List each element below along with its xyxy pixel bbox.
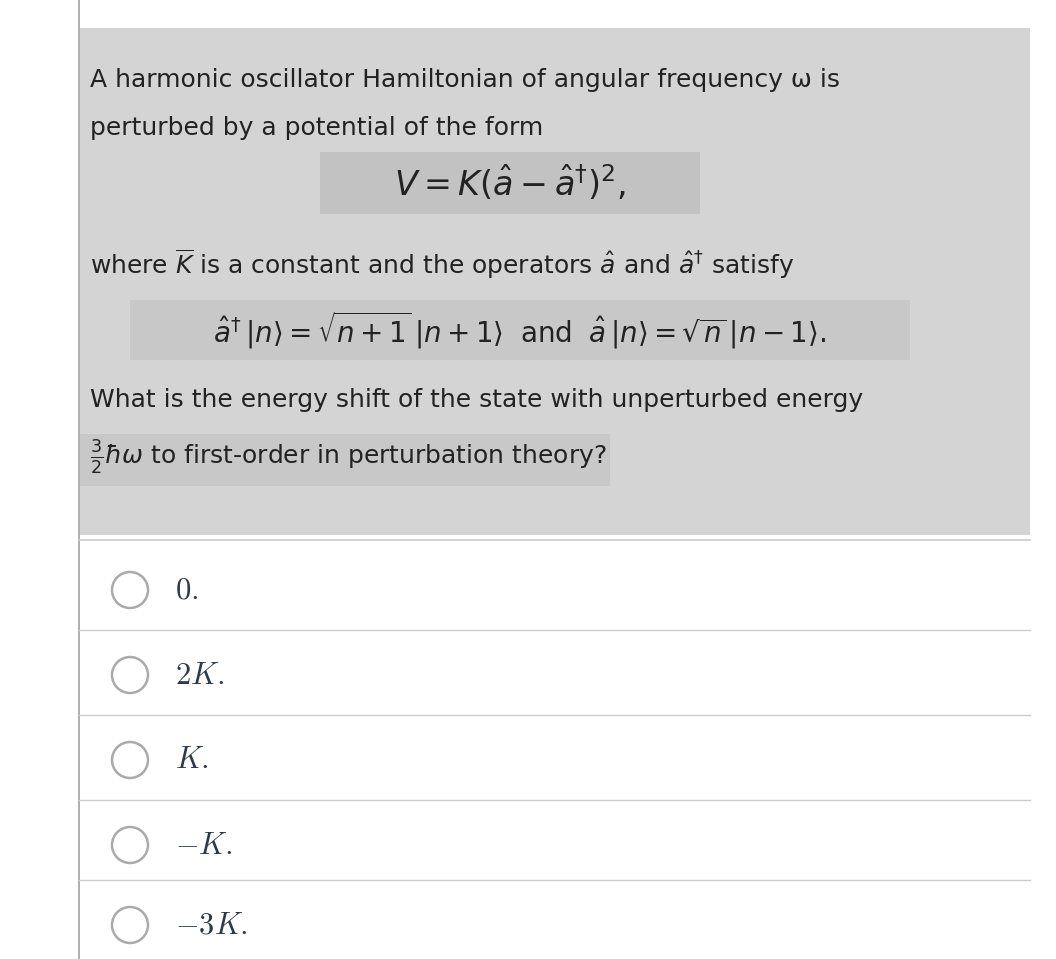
Bar — [80, 434, 610, 486]
Text: $-3K.$: $-3K.$ — [175, 910, 248, 940]
Bar — [78, 0, 80, 959]
Text: $2K.$: $2K.$ — [175, 661, 224, 690]
Bar — [130, 300, 910, 360]
Text: $K.$: $K.$ — [175, 745, 209, 775]
Text: What is the energy shift of the state with unperturbed energy: What is the energy shift of the state wi… — [90, 388, 863, 412]
Bar — [80, 28, 1030, 535]
Text: $0.$: $0.$ — [175, 575, 199, 604]
Text: $-K.$: $-K.$ — [175, 830, 232, 859]
Text: $V = K(\hat{a} - \hat{a}^{\dagger})^{2},$: $V = K(\hat{a} - \hat{a}^{\dagger})^{2},… — [394, 163, 626, 202]
Bar — [320, 152, 700, 214]
Text: perturbed by a potential of the form: perturbed by a potential of the form — [90, 116, 543, 140]
Text: $\hat{a}^{\dagger}\,|n\rangle = \sqrt{n+1}\,|n+1\rangle\;$ and $\;\hat{a}\,|n\ra: $\hat{a}^{\dagger}\,|n\rangle = \sqrt{n+… — [213, 309, 827, 351]
Text: A harmonic oscillator Hamiltonian of angular frequency ω is: A harmonic oscillator Hamiltonian of ang… — [90, 68, 840, 92]
Text: $\frac{3}{2}\hbar\omega$ to first-order in perturbation theory?: $\frac{3}{2}\hbar\omega$ to first-order … — [90, 438, 606, 476]
Text: where $\overline{K}$ is a constant and the operators $\hat{a}$ and $\hat{a}^{\da: where $\overline{K}$ is a constant and t… — [90, 248, 794, 281]
